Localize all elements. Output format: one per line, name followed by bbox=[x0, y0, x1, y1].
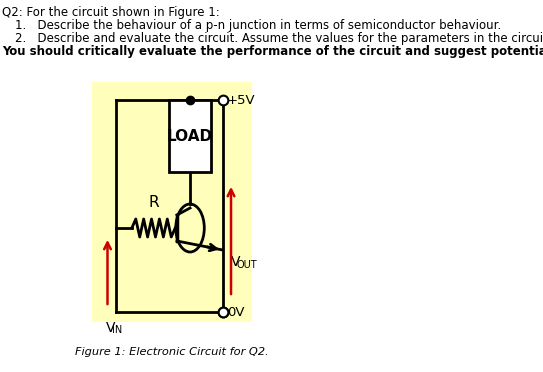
Bar bbox=[92, 82, 252, 322]
Text: 0V: 0V bbox=[227, 305, 244, 318]
Text: LOAD: LOAD bbox=[167, 128, 213, 144]
Text: 2.   Describe and evaluate the circuit. Assume the values for the parameters in : 2. Describe and evaluate the circuit. As… bbox=[15, 32, 543, 45]
Text: Q2: For the circuit shown in Figure 1:: Q2: For the circuit shown in Figure 1: bbox=[2, 6, 220, 19]
Text: R: R bbox=[148, 195, 159, 210]
Text: IN: IN bbox=[112, 325, 123, 335]
Text: +5V: +5V bbox=[227, 93, 256, 106]
Text: Figure 1: Electronic Circuit for Q2.: Figure 1: Electronic Circuit for Q2. bbox=[75, 347, 269, 357]
Text: 1.   Describe the behaviour of a p-n junction in terms of semiconductor behaviou: 1. Describe the behaviour of a p-n junct… bbox=[15, 19, 502, 32]
Text: OUT: OUT bbox=[236, 260, 257, 270]
Text: You should critically evaluate the performance of the circuit and suggest potent: You should critically evaluate the perfo… bbox=[2, 45, 543, 58]
Bar bbox=[169, 100, 211, 172]
Text: V: V bbox=[106, 321, 116, 335]
Text: V: V bbox=[230, 256, 240, 269]
